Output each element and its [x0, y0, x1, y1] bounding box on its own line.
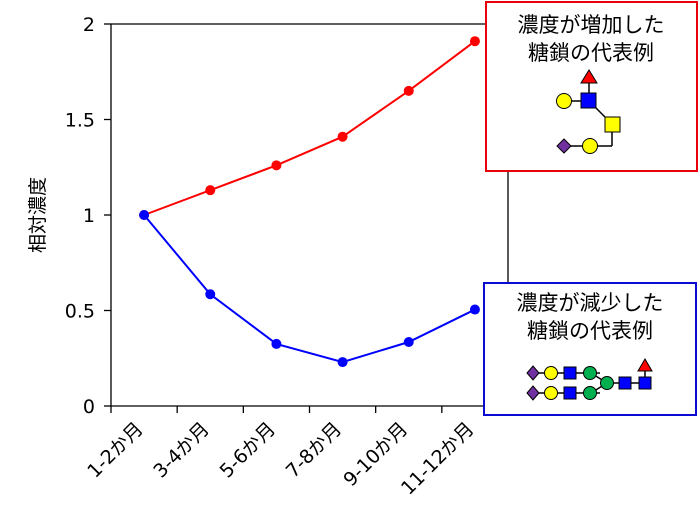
- galactose-circle-icon: [544, 386, 558, 400]
- series-layer: [139, 36, 480, 368]
- x-tick-label: 5-6か月: [216, 418, 280, 482]
- annotation-text-decreased-line2: 糖鎖の代表例: [527, 319, 653, 343]
- annotation-text-increased-line1: 濃度が増加した: [518, 13, 665, 37]
- galactose-circle-icon: [556, 93, 572, 109]
- data-point-1: [271, 338, 282, 349]
- x-tick-label: 1-2か月: [83, 418, 147, 482]
- data-point-0: [403, 85, 414, 96]
- mannose-circle-icon: [583, 386, 597, 400]
- fucose-triangle-icon: [637, 358, 653, 372]
- glycan-structure-decreased: [526, 358, 653, 401]
- data-point-0: [337, 131, 348, 142]
- data-point-0: [205, 185, 216, 196]
- data-point-0: [271, 160, 282, 171]
- galactose-circle-icon: [582, 138, 598, 154]
- sialic-acid-diamond-icon: [526, 365, 540, 381]
- glcnac-square-icon: [563, 386, 577, 400]
- y-tick-label: 0: [83, 396, 95, 418]
- glcnac-square-icon: [580, 92, 597, 109]
- y-tick-label: 2: [83, 14, 95, 36]
- fucose-triangle-icon: [580, 69, 598, 84]
- plot-border: [110, 23, 509, 407]
- y-axis-ticks: 0 0.5 1 1.5 2: [65, 14, 111, 418]
- data-point-1: [337, 357, 348, 368]
- plot-frame: [110, 23, 509, 407]
- y-tick-label: 0.5: [65, 301, 95, 323]
- mannose-circle-icon: [583, 366, 597, 380]
- glcnac-square-icon: [638, 376, 652, 390]
- y-axis-title: 相対濃度: [27, 177, 49, 253]
- annotation-text-increased-line2: 糖鎖の代表例: [528, 41, 654, 65]
- galnac-square-icon: [604, 116, 621, 133]
- data-point-1: [469, 304, 480, 315]
- annotation-decreased: 濃度が減少した 糖鎖の代表例: [483, 282, 697, 416]
- sialic-acid-diamond-icon: [526, 385, 540, 401]
- glcnac-square-icon: [563, 366, 577, 380]
- x-tick-label: 11-12か月: [397, 418, 478, 499]
- data-point-0: [469, 36, 480, 47]
- x-tick-label: 3-4か月: [149, 418, 213, 482]
- data-point-1: [139, 210, 150, 220]
- annotation-increased: 濃度が増加した 糖鎖の代表例: [485, 1, 698, 172]
- annotation-text-decreased-line1: 濃度が減少した: [517, 291, 664, 315]
- glcnac-square-icon: [618, 376, 632, 390]
- series-line-1: [143, 214, 476, 364]
- data-point-1: [205, 289, 216, 300]
- data-point-1: [403, 337, 414, 348]
- y-tick-label: 1: [83, 205, 95, 227]
- galactose-circle-icon: [544, 366, 558, 380]
- glycan-structure-increased: [556, 69, 621, 154]
- y-tick-label: 1.5: [65, 110, 95, 132]
- sialic-acid-diamond-icon: [556, 138, 572, 154]
- mannose-circle-icon: [600, 376, 614, 390]
- series-line-0: [143, 40, 476, 216]
- x-tick-label: 7-8か月: [282, 418, 346, 482]
